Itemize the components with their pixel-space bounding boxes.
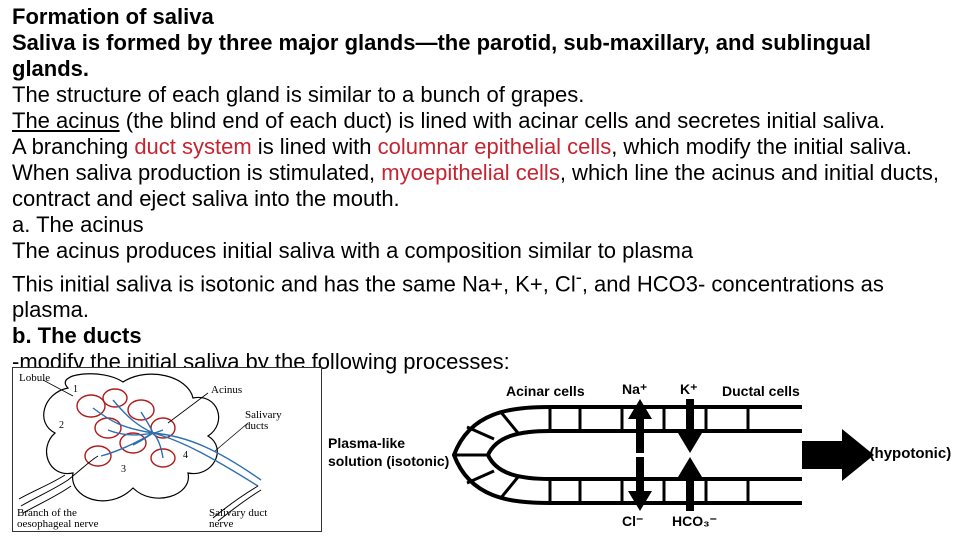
paragraph-myoepithelial: When saliva production is stimulated, my…: [12, 160, 948, 212]
svg-text:4: 4: [183, 450, 188, 461]
label-plasma-like: Plasma-like: [328, 435, 405, 451]
paragraph-grapes: The structure of each gland is similar t…: [12, 82, 948, 108]
label-hco3: HCO₃⁻: [672, 513, 717, 530]
text-acinus-def: (the blind end of each duct) is lined wi…: [120, 108, 886, 133]
subhead-a-acinus: a. The acinus: [12, 212, 948, 238]
paragraph-acinus-def: The acinus (the blind end of each duct) …: [12, 108, 948, 134]
figure-acinus-duct: Acinar cells Plasma-like solution (isoto…: [322, 377, 948, 532]
figure-lobule: 1 2 3 4 Lobule Acinus Salivaryducts Bran…: [12, 367, 322, 532]
paragraph-glands: Saliva is formed by three major glands—t…: [12, 30, 948, 82]
term-columnar-cells: columnar epithelial cells: [378, 134, 612, 159]
text-isotonic-a: This initial saliva is isotonic and has …: [12, 271, 576, 296]
text-modify: , which modify the initial saliva.: [611, 134, 912, 159]
svg-text:2: 2: [59, 420, 64, 431]
paragraph-duct-system: A branching duct system is lined with co…: [12, 134, 948, 160]
term-myoepithelial: myoepithelial cells: [381, 160, 560, 185]
label-lobule: Lobule: [19, 372, 50, 384]
label-acinar-cells: Acinar cells: [506, 383, 585, 399]
figure-row: 1 2 3 4 Lobule Acinus Salivaryducts Bran…: [12, 367, 948, 532]
svg-text:3: 3: [121, 464, 126, 475]
subhead-b-ducts: b. The ducts: [12, 323, 948, 349]
svg-text:1: 1: [73, 384, 78, 395]
label-solution-iso: solution (isotonic): [328, 453, 449, 469]
paragraph-isotonic: This initial saliva is isotonic and has …: [12, 264, 948, 323]
paragraph-initial-saliva: The acinus produces initial saliva with …: [12, 238, 948, 264]
heading-formation: Formation of saliva: [12, 4, 948, 30]
label-k: K⁺: [680, 381, 698, 398]
label-salivary-duct-nerve: Salivary ductnerve: [209, 508, 267, 530]
text-branching: A branching: [12, 134, 134, 159]
label-cl: Cl⁻: [622, 513, 643, 530]
label-ductal-cells: Ductal cells: [722, 383, 800, 399]
label-acinus: Acinus: [211, 384, 242, 396]
label-oesophageal-nerve: Branch of theoesophageal nerve: [17, 508, 99, 530]
term-duct-system: duct system: [134, 134, 251, 159]
text-stimulated: When saliva production is stimulated,: [12, 160, 381, 185]
label-saliva-hypo: Saliva (hypotonic): [822, 445, 951, 462]
document-page: Formation of saliva Saliva is formed by …: [0, 0, 960, 540]
label-na: Na⁺: [622, 381, 647, 398]
text-lined-with: is lined with: [252, 134, 378, 159]
term-acinus: The acinus: [12, 108, 120, 133]
label-salivary-ducts: Salivaryducts: [245, 410, 282, 432]
